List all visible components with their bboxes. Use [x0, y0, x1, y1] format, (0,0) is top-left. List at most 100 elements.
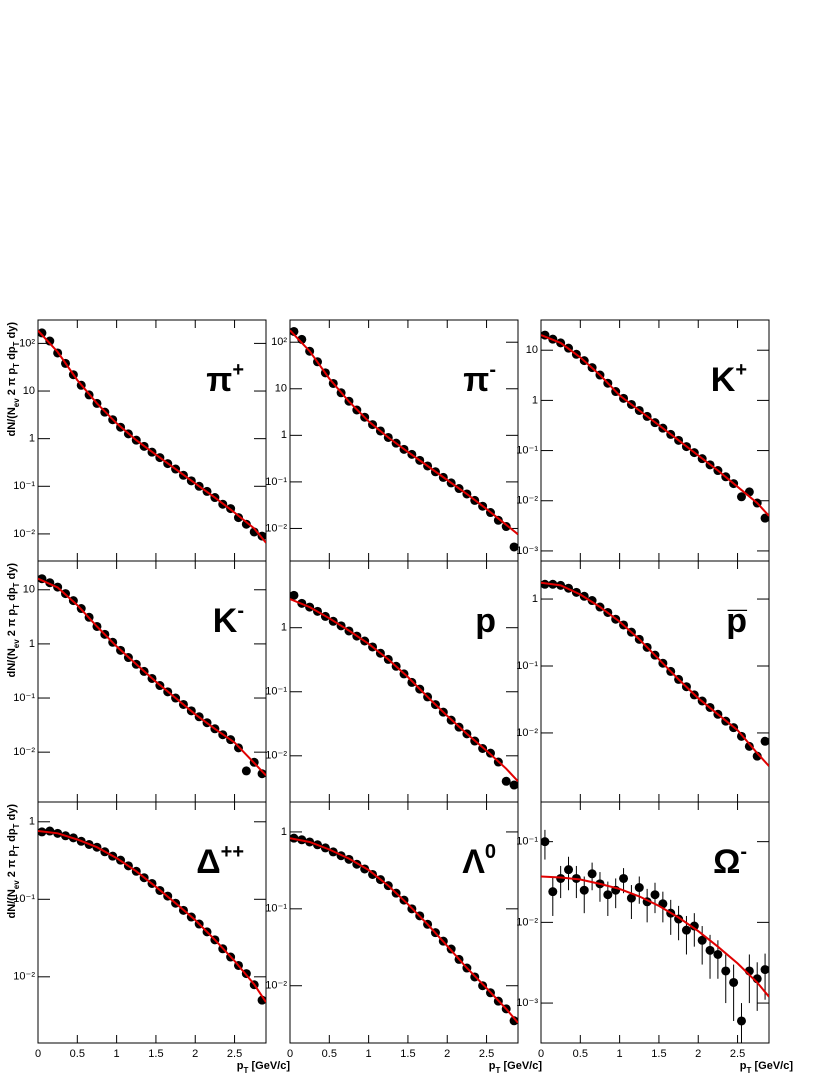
- y-tick-label: 10⁻³: [516, 545, 538, 557]
- x-tick-label: 1: [114, 1048, 120, 1060]
- plot-frame: [37, 319, 267, 562]
- data-point: [548, 887, 558, 897]
- y-axis-label: dN/(Nev 2 π pT dpT dy): [6, 563, 21, 678]
- fit-curve: [38, 830, 266, 1003]
- data-point: [650, 890, 660, 900]
- y-tick-label: 10⁻²: [265, 522, 287, 534]
- label-part: Δ: [196, 843, 220, 881]
- data-point: [736, 1016, 746, 1026]
- y-tick-label: 10: [526, 344, 538, 356]
- label-part: dN/(N: [6, 648, 18, 677]
- fit-curve: [541, 875, 769, 998]
- plot-area: [290, 833, 518, 1026]
- y-tick-label: 10: [23, 584, 35, 596]
- data-point: [564, 865, 574, 875]
- label-part: dp: [6, 346, 18, 363]
- y-tick-label: 1: [281, 826, 287, 838]
- x-tick-label: 1.5: [651, 1048, 666, 1060]
- data-point: [509, 780, 518, 790]
- label-part: dp: [6, 828, 18, 845]
- data-point: [241, 519, 251, 529]
- data-point: [634, 883, 644, 893]
- label-part: ++: [221, 841, 244, 863]
- label-part: T: [12, 845, 21, 850]
- data-point: [509, 1016, 518, 1026]
- data-point: [603, 890, 613, 900]
- plot-frame: [540, 560, 770, 803]
- panel: 10⁻³10⁻²10⁻¹0 0.5 1 1.5 2 2.5Ω-pT [GeV/c]: [516, 801, 794, 1075]
- label-part: T: [12, 363, 21, 368]
- fit-curve: [290, 329, 518, 536]
- y-tick-label: 10⁻²: [516, 495, 538, 507]
- panel: 10⁻³ 10⁻² 10⁻¹ 1 10 K+: [516, 319, 770, 562]
- y-tick-label: 10: [275, 383, 287, 395]
- label-part: dy): [6, 804, 18, 824]
- label-part: dy): [6, 322, 18, 342]
- label-part: Ω: [713, 843, 740, 881]
- label-part: [GeV/c]: [248, 1060, 290, 1072]
- label-part: T: [12, 582, 21, 587]
- data-point: [697, 935, 707, 945]
- data-point: [478, 981, 488, 991]
- particle-label: K-: [213, 600, 244, 640]
- label-part: p: [740, 1060, 747, 1072]
- y-tick-label: 1: [29, 638, 35, 650]
- x-tick-label: 1.5: [400, 1048, 415, 1060]
- label-part: dp: [6, 587, 18, 604]
- panel: 10⁻² 10⁻¹ 1 10 10² π-: [265, 319, 519, 562]
- label-part: +: [232, 359, 244, 381]
- data-point: [241, 766, 251, 776]
- label-part: ev: [12, 639, 21, 648]
- label-part: +: [735, 359, 747, 381]
- label-part: K: [213, 602, 238, 640]
- data-point: [736, 492, 746, 502]
- y-tick-label: 10⁻²: [13, 971, 35, 983]
- panel: 10⁻² 10⁻¹ 1 p̅: [516, 560, 770, 803]
- y-tick-label: 1: [281, 622, 287, 634]
- y-tick-label: 10⁻¹: [516, 660, 538, 672]
- fit-curve: [541, 581, 769, 767]
- label-part: p: [489, 1060, 496, 1072]
- x-tick-label: 2.5: [730, 1048, 745, 1060]
- x-axis-label: pT [GeV/c]: [740, 1060, 794, 1075]
- x-tick-label: 2: [192, 1048, 198, 1060]
- x-tick-label: 0.5: [573, 1048, 588, 1060]
- y-tick-label: 10⁻¹: [265, 903, 287, 915]
- x-tick-label: 0.5: [322, 1048, 337, 1060]
- label-part: dN/(N: [6, 407, 18, 436]
- label-part: dy): [6, 563, 18, 583]
- y-tick-label: 10⁻¹: [265, 686, 287, 698]
- data-point: [752, 751, 762, 761]
- y-tick-label: 10⁻¹: [13, 893, 35, 905]
- y-tick-label: 1: [29, 433, 35, 445]
- data-point: [579, 885, 589, 895]
- label-part: T: [747, 1066, 752, 1075]
- data-point: [587, 869, 597, 879]
- data-point: [689, 921, 699, 931]
- label-part: -: [489, 359, 496, 381]
- data-point: [38, 328, 47, 338]
- data-point: [760, 736, 769, 746]
- data-point: [681, 925, 691, 935]
- y-tick-label: 10⁻²: [516, 727, 538, 739]
- label-part: p: [475, 602, 496, 640]
- plot-frame: [289, 560, 519, 803]
- x-tick-label: 2: [695, 1048, 701, 1060]
- x-axis-label: pT [GeV/c]: [489, 1060, 543, 1075]
- data-point: [233, 513, 243, 523]
- label-part: p: [237, 1060, 244, 1072]
- x-tick-label: 2.5: [479, 1048, 494, 1060]
- plot-area: [290, 326, 518, 552]
- fit-curve: [541, 334, 769, 517]
- x-tick-label: 2: [444, 1048, 450, 1060]
- x-tick-label: 0: [538, 1048, 544, 1060]
- y-tick-label: 1: [532, 394, 538, 406]
- plot-frame: [289, 319, 519, 562]
- label-part: 2 π p: [6, 850, 18, 881]
- y-tick-label: 10⁻²: [516, 916, 538, 928]
- particle-label: Δ++: [196, 841, 244, 881]
- data-point: [501, 776, 511, 786]
